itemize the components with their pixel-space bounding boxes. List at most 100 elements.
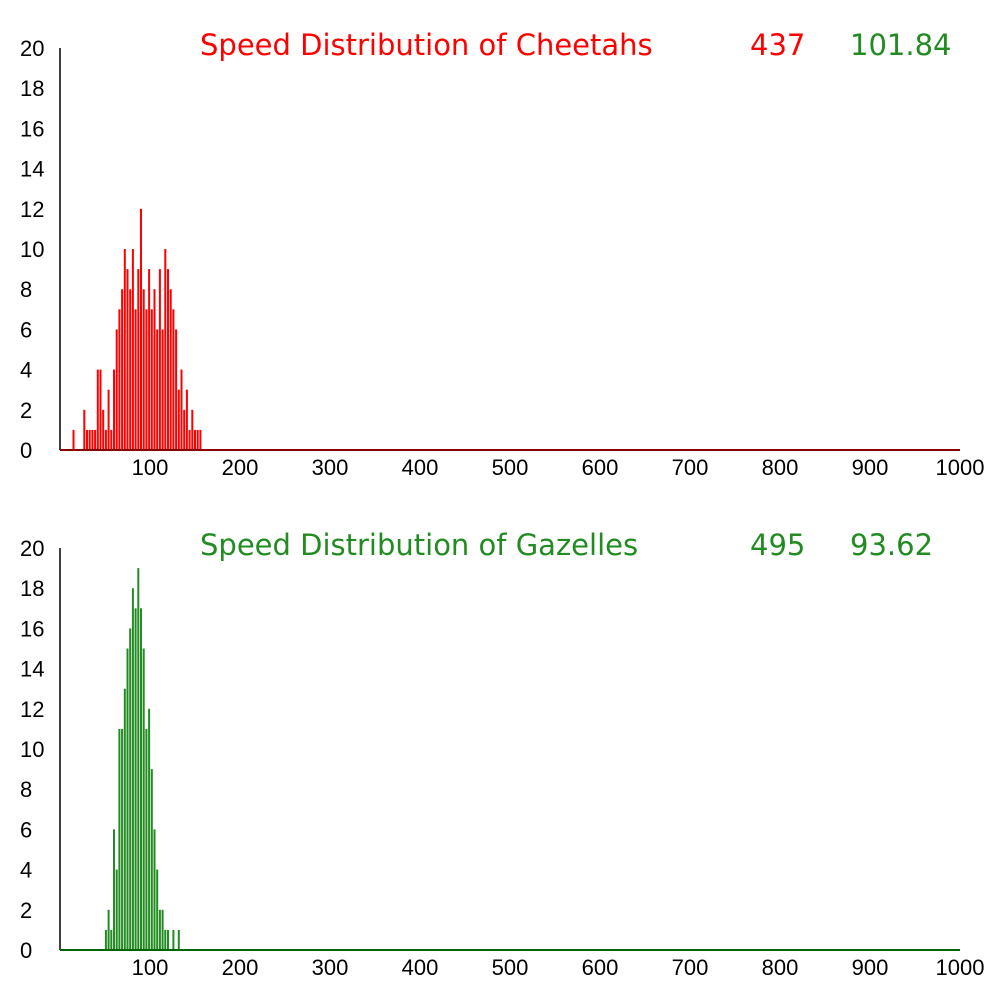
histogram-bar xyxy=(172,309,175,450)
histogram-bar xyxy=(156,869,159,950)
y-tick-label: 18 xyxy=(20,576,44,601)
histogram-bar xyxy=(153,829,156,950)
y-tick-label: 6 xyxy=(20,817,32,842)
histogram-bar xyxy=(199,429,202,450)
chart-title: Speed Distribution of Cheetahs xyxy=(200,28,653,62)
histogram-bar xyxy=(121,289,124,450)
histogram-bar xyxy=(123,688,126,950)
y-tick-label: 10 xyxy=(20,737,44,762)
histogram-bar xyxy=(142,648,145,950)
histogram-bar xyxy=(104,929,107,950)
histogram-bar xyxy=(107,389,110,450)
histogram-bar xyxy=(102,409,105,450)
x-tick-label: 200 xyxy=(222,955,259,980)
histogram-bar xyxy=(110,929,113,950)
histogram-bar xyxy=(150,309,153,450)
histogram-bar xyxy=(131,249,134,450)
y-tick-label: 8 xyxy=(20,777,32,802)
histogram-bar xyxy=(94,429,97,450)
histogram-bar xyxy=(158,909,161,950)
y-tick-label: 16 xyxy=(20,616,44,641)
histogram-bar xyxy=(110,429,113,450)
histogram-bar xyxy=(177,929,180,950)
histogram-bar xyxy=(194,429,196,450)
histogram-bar xyxy=(129,289,132,450)
histogram-bar xyxy=(137,269,140,450)
histogram-bar xyxy=(161,909,164,950)
histogram-bar xyxy=(196,429,199,450)
histogram-bar xyxy=(107,909,110,950)
histogram-bar xyxy=(134,309,137,450)
histogram-bar xyxy=(183,409,186,450)
y-tick-label: 20 xyxy=(20,36,44,61)
x-tick-label: 200 xyxy=(222,455,259,480)
histogram-bar xyxy=(148,708,151,950)
histogram-bar xyxy=(113,829,115,950)
histogram-bar xyxy=(88,429,91,450)
y-tick-label: 14 xyxy=(20,157,44,182)
histogram-bar xyxy=(188,429,191,450)
y-tick-label: 10 xyxy=(20,237,44,262)
histogram-bar xyxy=(177,389,180,450)
histogram-bar xyxy=(169,289,172,450)
y-tick-label: 16 xyxy=(20,116,44,141)
histogram-bar xyxy=(126,648,129,950)
histogram-bar xyxy=(72,429,75,450)
y-tick-label: 12 xyxy=(20,197,44,222)
histogram-bar xyxy=(140,608,142,950)
histogram-bar xyxy=(121,728,124,950)
x-tick-label: 700 xyxy=(672,455,709,480)
x-tick-label: 600 xyxy=(582,955,619,980)
x-tick-label: 1000 xyxy=(936,955,985,980)
histogram-bar xyxy=(126,269,129,450)
histogram-bar xyxy=(167,929,169,950)
y-tick-label: 0 xyxy=(20,938,32,963)
histogram-bar xyxy=(123,249,126,450)
histogram-bar xyxy=(118,728,121,950)
x-tick-label: 800 xyxy=(762,455,799,480)
chart-panel-1: 0 2 4 6 8 10 12 14 16 18 20 100 200 300 400 500 600 700 80… xyxy=(20,528,984,980)
histogram-bar xyxy=(167,269,169,450)
y-tick-label: 20 xyxy=(20,536,44,561)
x-tick-label: 900 xyxy=(852,455,889,480)
chart-title: Speed Distribution of Gazelles xyxy=(200,528,638,562)
y-tick-label: 4 xyxy=(20,358,32,383)
histogram-bar xyxy=(164,249,167,450)
x-tick-label: 700 xyxy=(672,955,709,980)
y-tick-label: 2 xyxy=(20,898,32,923)
sample-count: 495 xyxy=(750,528,805,562)
histogram-bar xyxy=(134,608,137,950)
mean-speed: 93.62 xyxy=(850,528,933,562)
histogram-bar xyxy=(185,389,188,450)
x-tick-label: 500 xyxy=(492,955,529,980)
histogram-bar xyxy=(161,329,164,450)
mean-speed: 101.84 xyxy=(850,28,951,62)
histogram-bar xyxy=(142,289,145,450)
histogram-bar xyxy=(145,309,148,450)
x-tick-label: 400 xyxy=(402,455,439,480)
y-tick-label: 12 xyxy=(20,697,44,722)
x-tick-label: 300 xyxy=(312,455,349,480)
histogram-bar xyxy=(156,329,159,450)
histogram-bar xyxy=(164,929,167,950)
y-tick-label: 0 xyxy=(20,438,32,463)
histogram-bar xyxy=(180,369,183,450)
histogram-bar xyxy=(96,369,99,450)
y-tick-label: 6 xyxy=(20,317,32,342)
chart-panel-0: 0 2 4 6 8 10 12 14 16 18 20 100 200 300 400 500 600 700 80… xyxy=(20,28,984,480)
histogram-bar xyxy=(191,409,194,450)
y-tick-label: 8 xyxy=(20,277,32,302)
histogram-bar xyxy=(129,628,132,950)
histogram-bar xyxy=(175,329,178,450)
histogram-bar xyxy=(153,289,156,450)
y-tick-label: 2 xyxy=(20,398,32,423)
sample-count: 437 xyxy=(750,28,805,62)
x-tick-label: 600 xyxy=(582,455,619,480)
histogram-bar xyxy=(118,309,121,450)
histogram-bar xyxy=(86,429,88,450)
x-tick-label: 100 xyxy=(132,455,169,480)
histogram-bar xyxy=(145,728,148,950)
histogram-bar xyxy=(140,208,142,450)
histogram-bar xyxy=(113,369,115,450)
